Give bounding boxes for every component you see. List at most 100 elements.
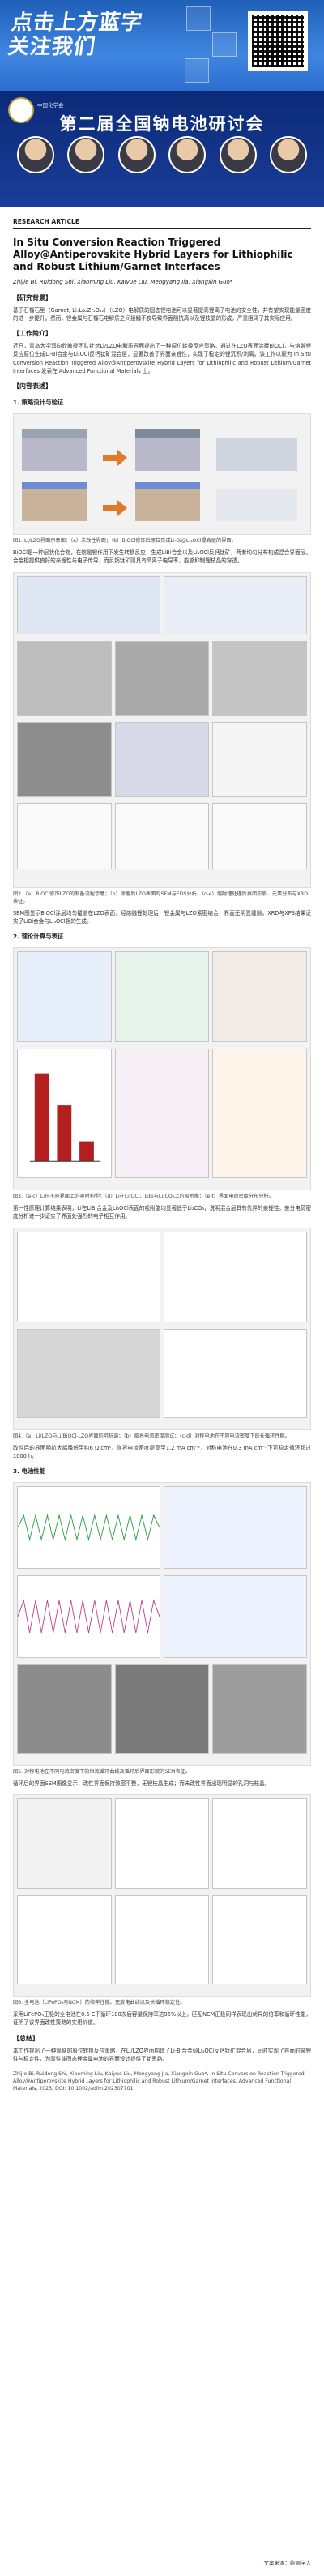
qr-code[interactable] <box>248 11 308 71</box>
dendrite-panel <box>216 438 297 472</box>
citation[interactable]: Zhijie Bi, Ruidong Shi, Xiaoming Liu, Ka… <box>13 2071 305 2092</box>
figure-2-caption: 图2.（a）BiOCl修饰LZO的制备流程示意；（b）涂覆后LZO表面的SEM与… <box>13 891 308 904</box>
speaker <box>267 136 309 177</box>
decor-cube <box>186 6 211 31</box>
lzo-block <box>22 438 87 472</box>
follow-title: 点击上方蓝字 关注我们 <box>6 11 144 60</box>
speaker-photo <box>67 136 105 173</box>
sem-image <box>17 721 112 797</box>
follow-line-2: 关注我们 <box>6 34 98 59</box>
content-paragraph-6: 采用LiFePO₄正极的全电池在0.5 C下循环100次后容量保持率达95%以上… <box>13 2011 311 2027</box>
author-list: Zhijie Bi, Ruidong Shi, Xiaoming Liu, Ka… <box>13 279 233 286</box>
conference-title: 第二届全国钠电池研讨会 <box>59 114 265 134</box>
speaker <box>166 136 208 177</box>
voltage-profile <box>17 1575 160 1659</box>
summary-heading: 【总结】 <box>13 2034 39 2042</box>
li-layer <box>135 429 200 439</box>
figure-1-caption: 图1. Li/LZO界面示意图：（a）未改性界面；（b）BiOCl修饰后原位形成… <box>13 538 237 545</box>
bar <box>79 1141 94 1162</box>
work-text: 近日，青岛大学郭向欣教授团队针对Li/LZO电解质界面提出了一种原位转换反应策略… <box>13 343 311 374</box>
speaker <box>15 136 57 177</box>
energy-bars <box>29 1073 100 1162</box>
speaker-photo <box>117 136 156 173</box>
content-paragraph-2: SEM图显示BiOCl涂层均匀覆盖在LZO表面，经熔融锂处理后，锂金属与LZO紧… <box>13 909 311 925</box>
adsorption-energy-chart <box>17 1049 112 1179</box>
sem-image <box>212 640 308 716</box>
conference-banner[interactable]: 中国化学会 第二届全国钠电池研讨会 <box>0 91 324 207</box>
voltage-trace <box>17 1599 160 1634</box>
trace-line <box>17 1599 160 1634</box>
charge-density-plot <box>212 1049 308 1179</box>
society-logo <box>8 97 34 123</box>
background-text: 基于石榴石型（Garnet, Li₇La₃Zr₂O₁₂）（LZO）电解质的固态锂… <box>13 306 311 322</box>
adsorption-model <box>212 951 308 1043</box>
subsection-1-title: 1. 策略设计与验证 <box>13 399 64 407</box>
subsection-2-title: 2. 理论计算与表征 <box>13 933 64 940</box>
decor-cube <box>185 58 209 83</box>
figure-1 <box>13 413 311 536</box>
sem-image <box>17 1664 112 1754</box>
bar <box>34 1073 49 1162</box>
ccd-plot <box>164 1231 307 1322</box>
figure-2 <box>13 571 311 888</box>
content-paragraph-5: 循环后的界面SEM图像显示，改性界面保持致密平整，无锂枝晶生成；而未改性界面出现… <box>13 1780 271 1788</box>
trace-line <box>17 1514 160 1541</box>
rate-plot <box>114 1798 210 1890</box>
figure-5 <box>13 1482 311 1766</box>
content-paragraph-3: 第一性原理计算结果表明，Li在LiBi合金及Li₃OCl表面的吸附能均显著低于L… <box>13 1205 311 1220</box>
cycling-plot <box>212 1895 308 1985</box>
li-layer <box>22 429 87 439</box>
cell-schematic <box>17 1798 112 1890</box>
follow-banner[interactable]: 点击上方蓝字 关注我们 <box>0 0 324 91</box>
xps-plot <box>114 802 210 869</box>
3d-plot <box>164 1486 307 1570</box>
arrow-icon <box>103 500 127 517</box>
figure-6 <box>13 1794 311 1997</box>
work-heading: 【工作简介】 <box>13 330 52 338</box>
sem-image <box>17 1328 160 1418</box>
cycling-plot <box>164 1328 307 1418</box>
figure-4-caption: 图4.（a）Li/LZO与Li/BiOCl-LZO界面的阻抗谱；（b）临界电流密… <box>13 1433 290 1439</box>
lzo-block <box>135 438 200 472</box>
xps-plot <box>17 802 112 869</box>
speaker-row <box>15 136 309 177</box>
xrd-plot <box>212 721 308 797</box>
content-heading: 【内容表述】 <box>13 382 52 391</box>
voltage-trace <box>17 1514 160 1541</box>
hybrid-layer <box>135 482 200 489</box>
figure-3-caption: 图3.（a-c）Li在不同界面上的吸附构型；（d）Li在Li₃OCl、LiBi与… <box>13 1194 274 1200</box>
background-heading: 【研究背景】 <box>13 293 52 301</box>
sem-image <box>114 640 210 716</box>
lzo-block <box>135 489 200 522</box>
speaker <box>65 136 107 177</box>
charge-density-map <box>114 1049 210 1179</box>
fig2-panel <box>164 575 307 634</box>
editor-credit: 文案来源：能源学人 <box>263 2560 312 2567</box>
subsection-3-title: 3. 电池性能 <box>13 1467 46 1475</box>
interface-schematic <box>22 429 297 522</box>
bar <box>57 1105 72 1162</box>
sem-image <box>17 640 112 716</box>
cycling-plot <box>114 1895 210 1985</box>
conference-organizer: 中国化学会 <box>37 102 64 109</box>
figure-4 <box>13 1227 311 1430</box>
speaker-photo <box>17 136 54 173</box>
xps-plot <box>212 802 308 869</box>
figure-6-caption: 图6. 全电池（LiFePO₄与NCM）的倍率性能、充放电曲线以及长循环稳定性。 <box>13 2000 185 2006</box>
speaker-photo <box>168 136 207 173</box>
speaker-photo <box>269 136 307 173</box>
paper-title: In Situ Conversion Reaction Triggered Al… <box>13 237 293 273</box>
cycling-plot <box>17 1895 112 1985</box>
eds-map <box>114 721 210 797</box>
qr-icon <box>252 15 304 67</box>
speaker-photo <box>219 136 257 173</box>
speaker <box>217 136 259 177</box>
content-paragraph-1: BiOCl是一种层状化合物，在熔融锂作用下发生转换反应，生成LiBi合金以及Li… <box>13 549 311 565</box>
sem-image <box>114 1664 210 1754</box>
follow-line-1: 点击上方蓝字 <box>10 11 145 35</box>
charge-discharge-plot <box>212 1798 308 1890</box>
adsorption-model <box>17 951 112 1043</box>
impedance-plot <box>17 1231 160 1322</box>
sem-image <box>212 1664 308 1754</box>
